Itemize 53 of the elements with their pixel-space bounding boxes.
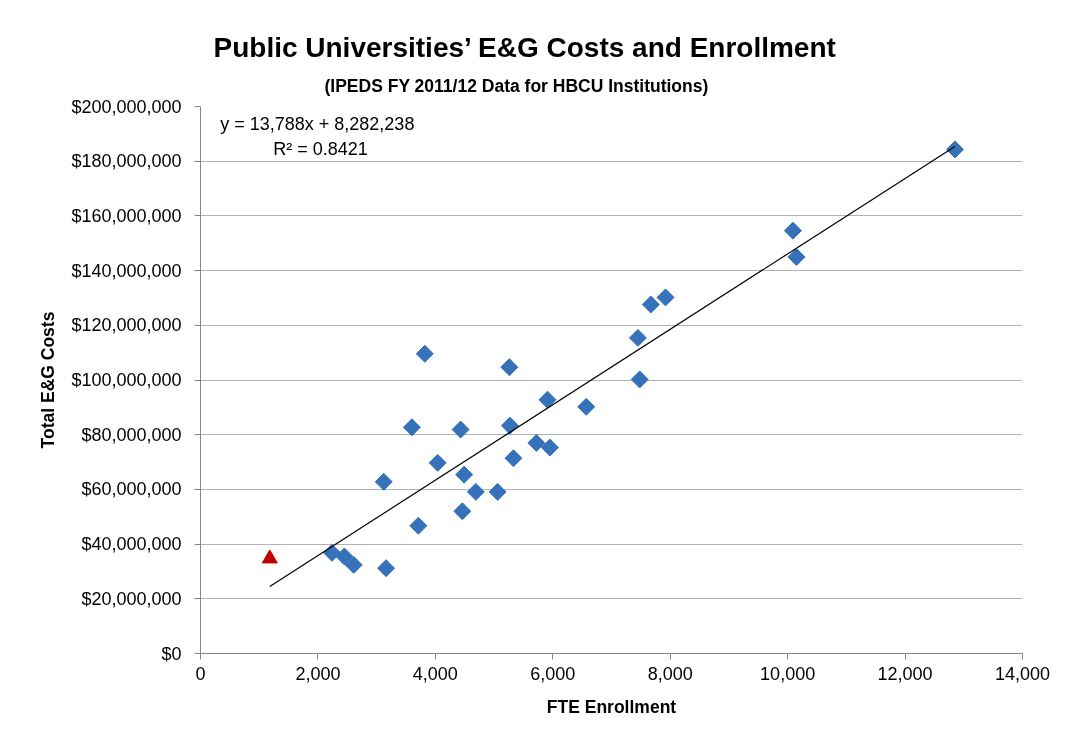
point: [783, 221, 802, 240]
point: [402, 418, 421, 437]
point: [500, 416, 519, 435]
point: [628, 328, 647, 347]
chart-subtitle: (IPEDS FY 2011/12 Data for HBCU Institutions): [324, 75, 709, 96]
point: [377, 559, 396, 578]
point: [488, 482, 507, 501]
point: [630, 370, 649, 389]
point: [787, 247, 806, 266]
point: [428, 453, 447, 472]
point: [466, 482, 485, 501]
y-tick-label: $100,000,000: [71, 370, 182, 390]
point: [374, 472, 393, 491]
x-tick-label: 4,000: [412, 663, 458, 684]
y-tick-label: $180,000,000: [71, 151, 182, 172]
point: [261, 549, 278, 564]
chart-title: Public Universities’ E&G Costs and Enrollment: [213, 31, 836, 63]
point: [538, 390, 557, 409]
point: [527, 433, 546, 452]
x-tick-label: 2,000: [295, 663, 341, 684]
annotation: y = 13,788x + 8,282,238: [220, 114, 415, 134]
point: [455, 465, 474, 484]
y-tick-label: $40,000,000: [81, 534, 182, 555]
x-tick-label: 14,000: [994, 663, 1051, 684]
y-tick-label: $0: [161, 643, 182, 664]
point: [504, 449, 523, 468]
point: [500, 358, 519, 377]
point: [451, 420, 470, 439]
point: [453, 502, 472, 521]
point: [335, 547, 354, 566]
y-tick-label: $80,000,000: [81, 424, 182, 445]
y-tick-label: $120,000,000: [71, 315, 182, 336]
point: [344, 555, 363, 574]
y-tick-label: $20,000,000: [81, 588, 182, 609]
y-tick-label: $160,000,000: [71, 205, 182, 226]
y-axis-title: Total E&G Costs: [38, 311, 59, 449]
point: [540, 438, 559, 457]
x-tick-label: 0: [195, 663, 206, 684]
x-tick-label: 8,000: [647, 663, 693, 684]
point: [415, 344, 434, 363]
point: [409, 516, 428, 535]
point: [656, 288, 675, 307]
point: [945, 140, 964, 159]
y-tick-label: $60,000,000: [81, 479, 182, 500]
point: [577, 397, 596, 416]
annotation: R² = 0.8421: [273, 138, 368, 159]
y-tick-label: $200,000,000: [71, 96, 182, 117]
x-tick-label: 6,000: [530, 663, 576, 684]
x-tick-label: 10,000: [760, 663, 816, 684]
x-tick-label: 12,000: [877, 663, 933, 684]
point: [641, 295, 660, 314]
x-axis-title: FTE Enrollment: [546, 696, 677, 717]
y-tick-label: $140,000,000: [71, 260, 182, 281]
